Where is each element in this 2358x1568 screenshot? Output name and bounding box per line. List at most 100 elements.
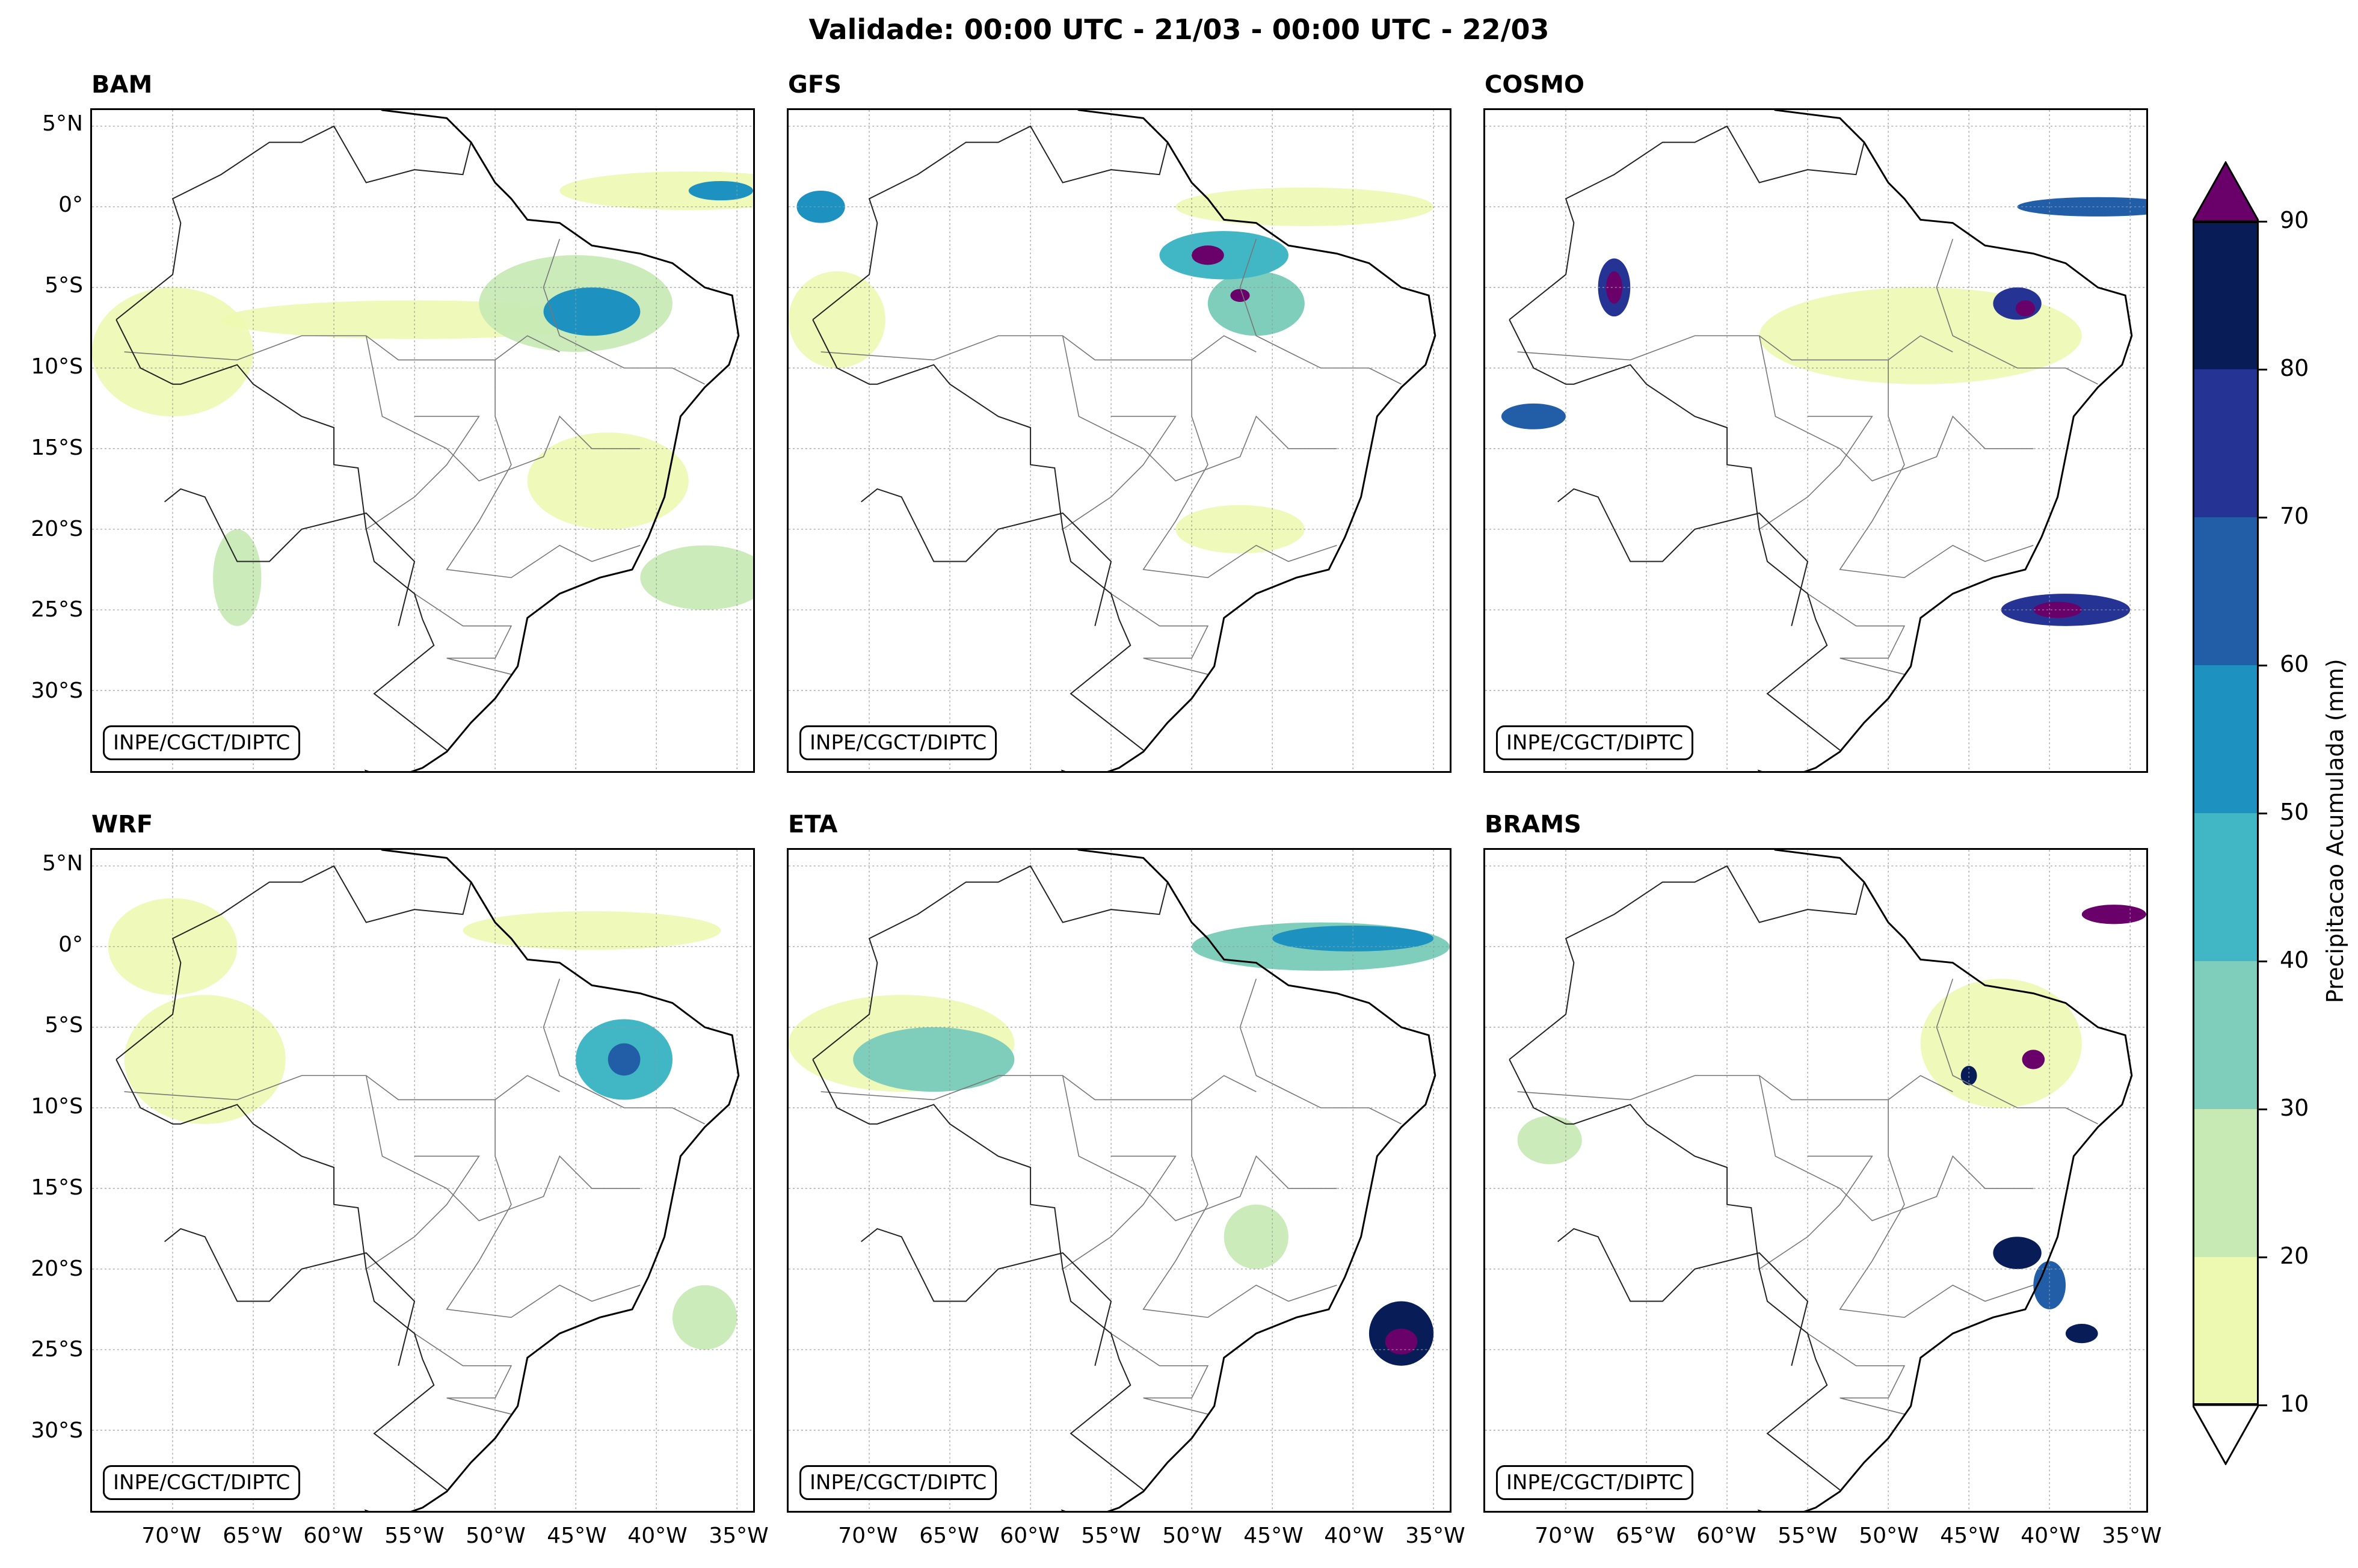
state-border [1758, 1075, 2034, 1222]
state-border [1759, 416, 1873, 530]
colorbar-tick [2259, 665, 2267, 666]
state-border [366, 1155, 480, 1270]
colorbar-segment [2193, 369, 2259, 517]
country-border [115, 1059, 448, 1490]
colorbar-tick [2259, 1108, 2267, 1110]
lon-tick-label: 45°W [547, 1523, 607, 1548]
state-border [366, 416, 480, 530]
state-border [1839, 360, 2034, 579]
colorbar-segment [2193, 221, 2259, 369]
precip-area [1606, 271, 1622, 304]
lon-tick-label: 50°W [466, 1523, 526, 1548]
lon-tick-label: 65°W [223, 1523, 283, 1548]
lon-tick-label: 45°W [1940, 1523, 2000, 1548]
precip-area [527, 432, 689, 529]
colorbar-segment [2193, 813, 2259, 961]
lat-tick-label: 25°S [31, 597, 83, 622]
panel-title-brams: BRAMS [1485, 811, 1581, 838]
state-border [1839, 1099, 2034, 1318]
colorbar-tick [2259, 369, 2267, 370]
state-border [1759, 1155, 1873, 1270]
colorbar-segment [2193, 1257, 2259, 1405]
lat-tick-label: 5°N [42, 111, 83, 136]
map-panel-bam: INPE/CGCT/DIPTC [90, 108, 755, 773]
country-border [1557, 1228, 1809, 1366]
lon-tick-label: 70°W [141, 1523, 202, 1548]
panel-title-wrf: WRF [91, 811, 153, 838]
precip-area [789, 271, 885, 368]
colorbar-segment [2193, 517, 2259, 665]
colorbar-title: Precipitacao Acumulada (mm) [2322, 659, 2348, 1003]
precip-area [1993, 1237, 2042, 1269]
state-border [1517, 1075, 1953, 1101]
coastline [364, 110, 740, 771]
colorbar-level-label: 90 [2280, 207, 2309, 233]
colorbar-tick [2259, 813, 2267, 814]
lat-tick-label: 25°S [31, 1337, 83, 1362]
colorbar-tick [2259, 517, 2267, 518]
coastline [364, 850, 740, 1511]
lon-tick-label: 60°W [303, 1523, 363, 1548]
colorbar-level-label: 60 [2280, 651, 2309, 677]
country-border [164, 1228, 416, 1366]
state-border [1062, 336, 1337, 482]
lon-tick-label: 50°W [1162, 1523, 1222, 1548]
lon-tick-label: 35°W [1405, 1523, 1465, 1548]
colorbar-over-triangle [2193, 161, 2259, 221]
precip-area [1501, 403, 1566, 429]
state-border [124, 1075, 560, 1101]
coastline [1757, 110, 2133, 771]
state-border [1807, 1333, 1906, 1415]
lon-tick-label: 40°W [2021, 1523, 2081, 1548]
lon-tick-label: 70°W [1535, 1523, 1595, 1548]
panel-title-gfs: GFS [788, 71, 842, 99]
credit-label: INPE/CGCT/DIPTC [103, 725, 301, 760]
state-border [1142, 360, 1337, 579]
state-border [1936, 979, 2098, 1125]
state-border [1142, 1099, 1337, 1318]
lon-tick-label: 45°W [1243, 1523, 1304, 1548]
precip-area [1385, 1329, 1418, 1355]
precip-area [1224, 1204, 1288, 1269]
map-bam [92, 110, 753, 771]
country-border [1509, 1059, 1841, 1490]
lon-tick-label: 40°W [1324, 1523, 1384, 1548]
precip-area [543, 287, 641, 336]
lon-tick-label: 55°W [384, 1523, 445, 1548]
state-border [1758, 336, 2034, 482]
country-border [115, 125, 472, 321]
map-panel-eta: INPE/CGCT/DIPTC [787, 848, 1451, 1513]
precip-area [2033, 1261, 2066, 1309]
map-brams [1485, 850, 2146, 1511]
country-border [1509, 319, 1841, 751]
precip-area [1517, 1116, 1582, 1164]
precip-area [2081, 905, 2146, 924]
lat-tick-label: 10°S [31, 1094, 83, 1119]
country-border [164, 488, 416, 626]
country-border [861, 488, 1112, 626]
colorbar-tick [2259, 961, 2267, 962]
precip-area [1960, 1066, 1977, 1086]
coastline [1060, 850, 1436, 1511]
precip-area [213, 529, 262, 626]
lat-tick-label: 5°S [45, 1013, 83, 1038]
credit-label: INPE/CGCT/DIPTC [799, 1465, 997, 1500]
state-border [1517, 335, 1953, 361]
lat-tick-label: 20°S [31, 517, 83, 541]
state-border [124, 335, 560, 361]
state-border [1062, 416, 1177, 530]
lat-tick-label: 20°S [31, 1256, 83, 1281]
country-border [812, 125, 1168, 321]
lon-tick-label: 70°W [838, 1523, 898, 1548]
lat-tick-label: 15°S [31, 435, 83, 460]
coastline [1757, 850, 2133, 1511]
map-panel-gfs: INPE/CGCT/DIPTC [787, 108, 1451, 773]
colorbar-tick [2259, 1256, 2267, 1258]
lon-tick-label: 55°W [1778, 1523, 1838, 1548]
lon-tick-label: 35°W [2102, 1523, 2162, 1548]
map-eta [789, 850, 1450, 1511]
map-wrf [92, 850, 753, 1511]
panel-title-eta: ETA [788, 811, 838, 838]
state-border [1239, 239, 1402, 385]
lat-tick-label: 10°S [31, 354, 83, 379]
